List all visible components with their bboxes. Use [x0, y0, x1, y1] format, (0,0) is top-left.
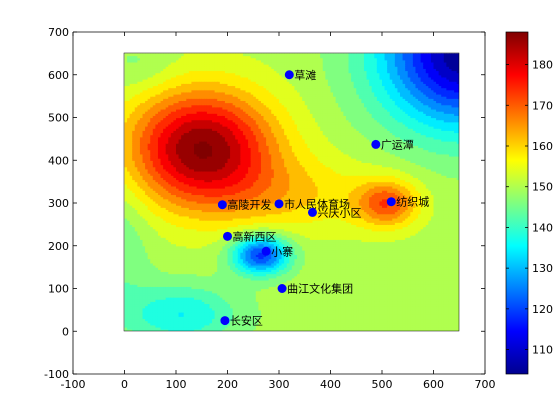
location-marker — [386, 197, 396, 207]
x-tick-label: 0 — [121, 378, 128, 391]
location-label: 高新西区 — [233, 229, 277, 243]
location-label: 广运潭 — [381, 138, 414, 151]
y-tick-label: 0 — [62, 325, 69, 338]
location-label: 市人民体育场 — [284, 197, 350, 211]
location-marker — [217, 200, 227, 210]
location-label: 纺织城 — [396, 195, 429, 209]
y-axis-ticks: -100 0 100 200 300 400 500 600 700 — [44, 26, 485, 381]
location-marker — [307, 207, 317, 217]
colorbar-gradient — [505, 31, 529, 375]
y-tick-label: 600 — [48, 69, 69, 82]
y-tick-label: -100 — [44, 368, 69, 381]
colorbar-tick-label: 130 — [532, 262, 553, 275]
x-tick-label: 100 — [166, 378, 187, 391]
plot-axes: -100 0 100 200 300 400 500 600 700 -100 0 100 200 30… — [44, 26, 495, 391]
x-tick-label: 700 — [475, 378, 496, 391]
location-marker — [284, 70, 294, 80]
location-label: 高陵开发 — [227, 198, 271, 212]
colorbar: 110 120 130 140 150 160 170 180 — [505, 31, 553, 375]
colorbar-tick-label: 120 — [532, 303, 553, 316]
colorbar-tick-label: 150 — [532, 181, 553, 194]
x-tick-label: 400 — [320, 378, 341, 391]
x-axis-ticks: -100 0 100 200 300 400 500 600 700 — [61, 32, 496, 391]
colorbar-tick-label: 160 — [532, 140, 553, 153]
y-tick-label: 300 — [48, 197, 69, 210]
location-label: 小寨 — [271, 244, 293, 258]
colorbar-tick-label: 180 — [532, 59, 553, 72]
x-tick-label: 200 — [217, 378, 238, 391]
location-marker — [274, 199, 284, 209]
location-marker — [261, 246, 271, 256]
location-label: 草滩 — [294, 68, 316, 82]
y-tick-label: 500 — [48, 112, 69, 125]
location-label: 长安区 — [230, 314, 263, 328]
location-label: 曲江文化集团 — [287, 282, 353, 296]
x-tick-label: 300 — [269, 378, 290, 391]
y-tick-label: 400 — [48, 154, 69, 167]
x-tick-label: 600 — [423, 378, 444, 391]
x-tick-label: 500 — [372, 378, 393, 391]
location-marker — [220, 316, 230, 326]
x-tick-label: -100 — [61, 378, 86, 391]
field-border — [123, 52, 460, 332]
y-tick-label: 100 — [48, 283, 69, 296]
y-tick-label: 700 — [48, 26, 69, 39]
location-label: 兴庆小区 — [317, 205, 361, 219]
colorbar-tick-label: 110 — [532, 344, 553, 357]
contour-field — [124, 53, 459, 331]
colorbar-tick-label: 140 — [532, 221, 553, 234]
location-marker — [277, 284, 287, 293]
y-tick-label: 200 — [48, 240, 69, 253]
colorbar-tick-label: 170 — [532, 99, 553, 112]
location-marker — [371, 139, 381, 149]
location-marker — [223, 231, 232, 241]
colorbar-ticks: 110 120 130 140 150 160 170 180 — [506, 59, 553, 357]
